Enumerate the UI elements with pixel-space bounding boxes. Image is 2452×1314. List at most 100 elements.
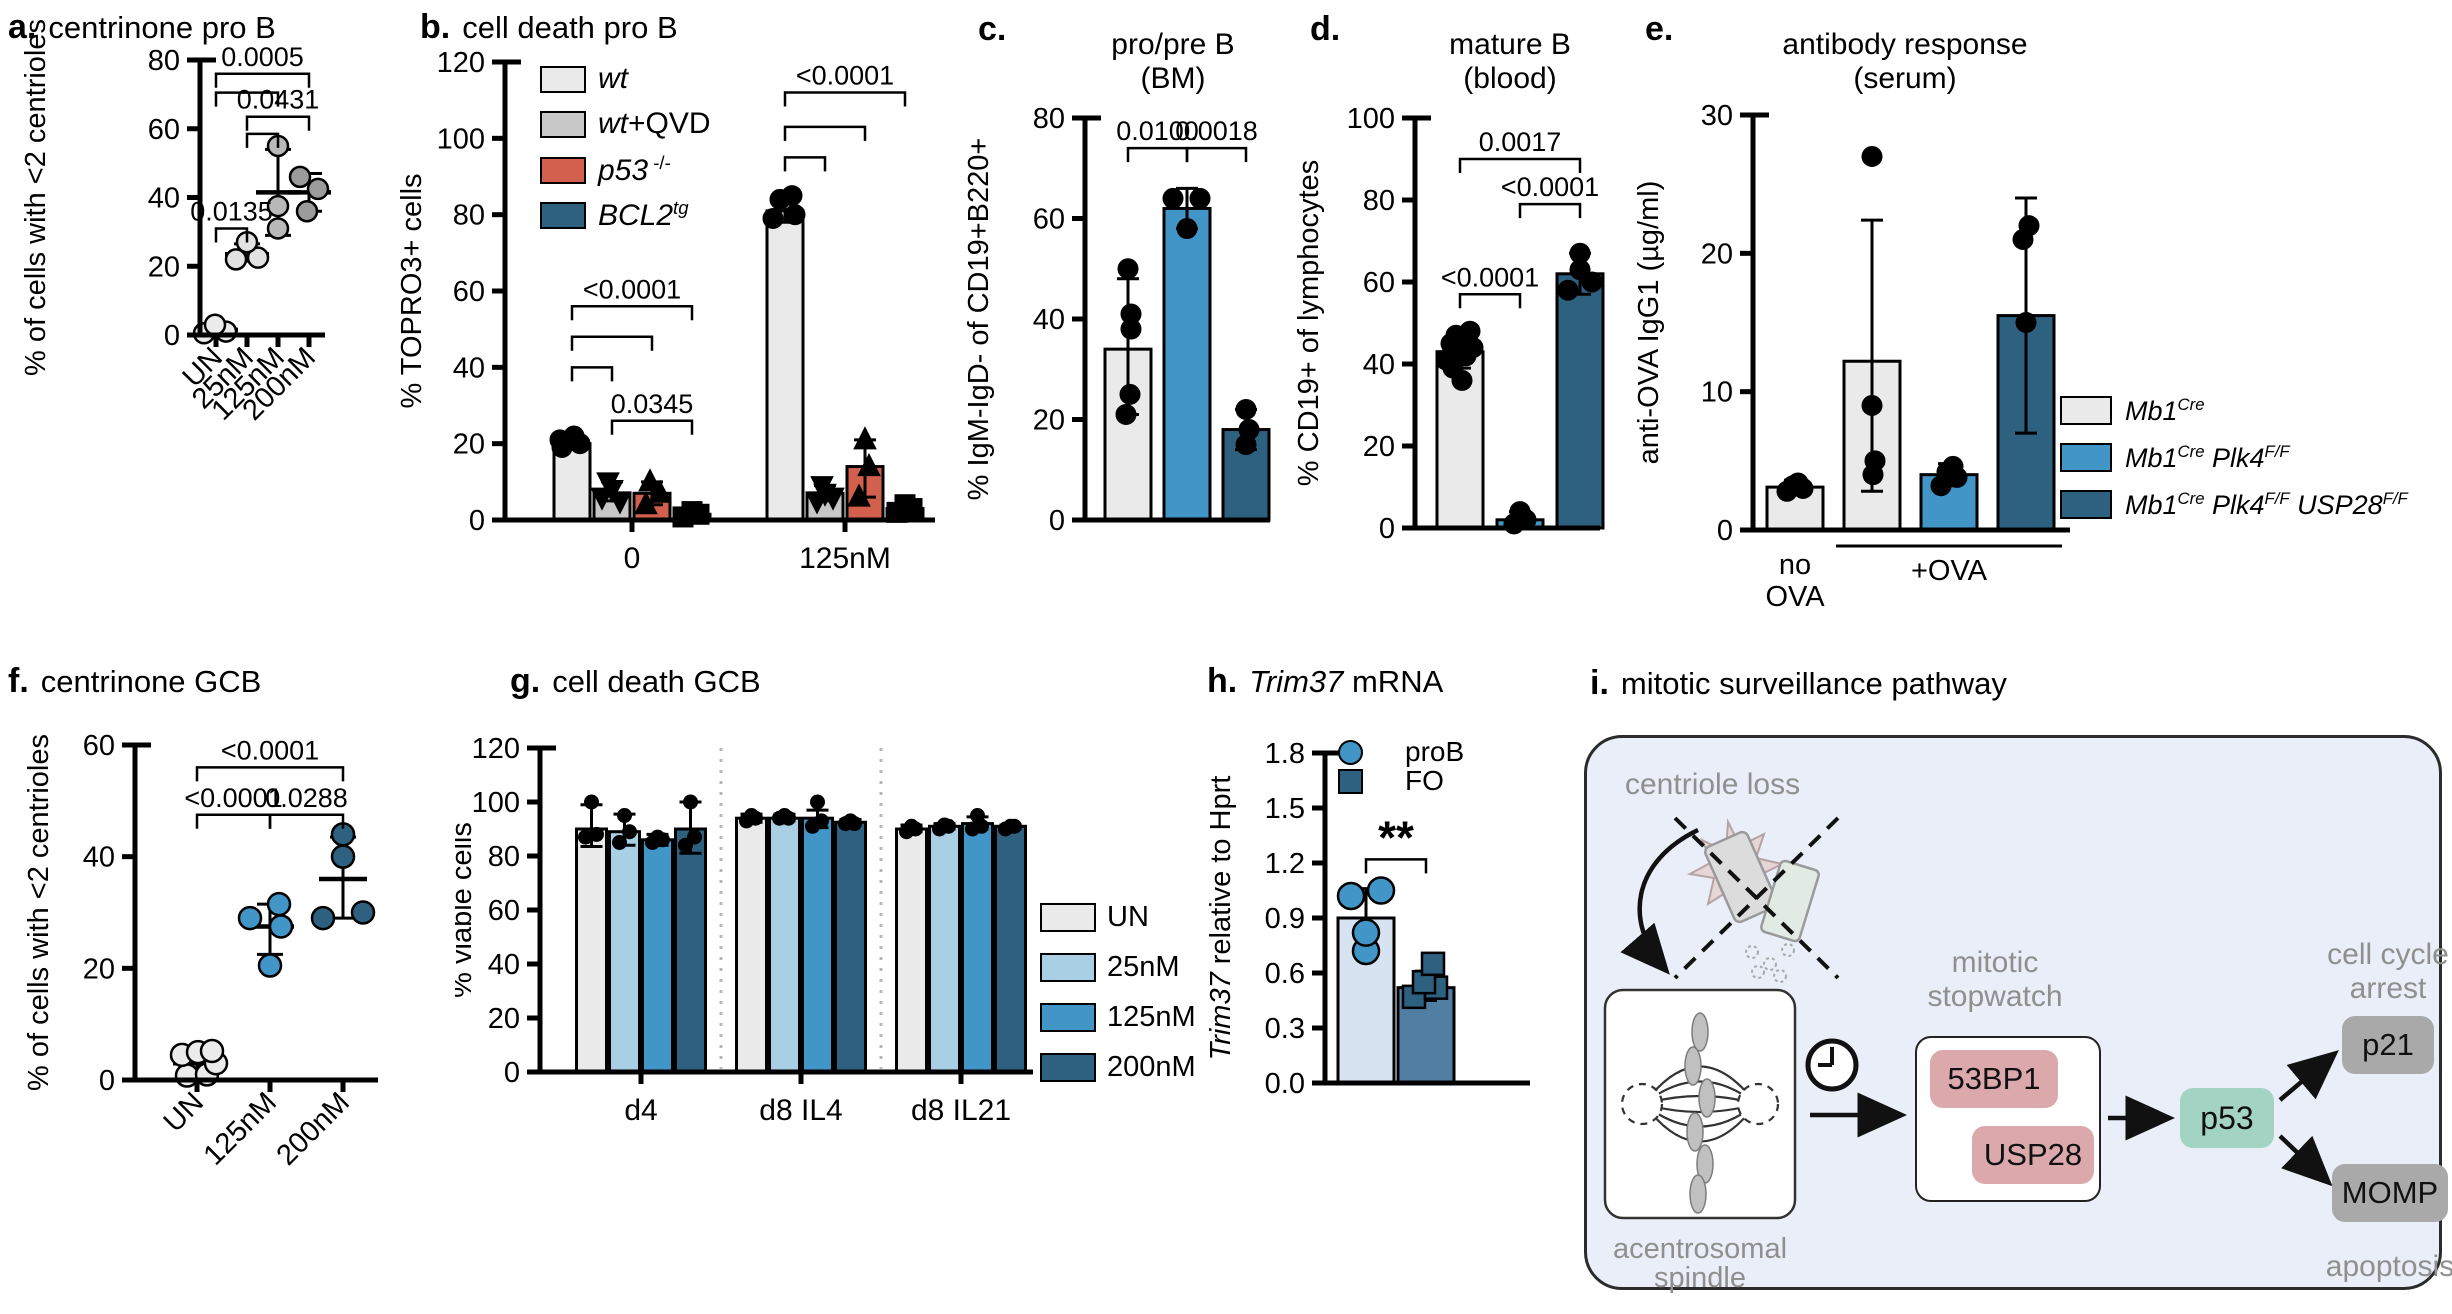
panel-h-header: h. Trim37 mRNA	[1207, 662, 1443, 701]
data-point	[777, 808, 792, 823]
x-group-label: 125nM	[799, 542, 891, 575]
data-point	[563, 425, 585, 447]
bar	[641, 838, 674, 1074]
chart-title: mature B	[1449, 28, 1571, 61]
data-point	[634, 491, 658, 515]
data-point	[266, 217, 290, 240]
legend-item: FO	[1338, 767, 1444, 795]
x-tick-label: UN	[158, 1086, 210, 1138]
panel-a: a. centrinone pro B 0.0005 0.0431 0.0135 0 20…	[0, 0, 335, 650]
legend-item: BCL2tg	[540, 198, 689, 231]
data-point	[784, 204, 806, 226]
panel-a-title: centrinone pro B	[48, 10, 276, 45]
cross-line	[1673, 816, 1840, 980]
significance-label: 0.0018	[1175, 116, 1258, 146]
y-tick-label: 80	[1363, 185, 1395, 217]
panel-h-chart: ** 0.0 0.3 0.6 0.9 1.2 1.5 1.8 Trim37 relative t…	[1200, 650, 1580, 1314]
y-tick-label: 30	[1701, 100, 1733, 132]
panel-e-letter: e.	[1645, 10, 1674, 48]
chart-svg: 0 20 40 60 80 100 120 % viable cells d4 d8 IL4 d8 …	[446, 733, 1033, 1127]
legend-swatch	[1040, 1053, 1096, 1082]
data-point	[904, 818, 919, 834]
data-point	[295, 200, 319, 223]
data-point	[1459, 320, 1481, 342]
legend-label: FO	[1405, 765, 1444, 796]
y-tick-label: 80	[1033, 103, 1065, 135]
y-axis-label: % viable cells	[455, 822, 478, 998]
node-momp: MOMP	[2332, 1164, 2448, 1222]
node-p21: p21	[2342, 1016, 2434, 1074]
data-point	[199, 1038, 225, 1064]
panel-c: c. 0.0100 0.0018 0 20 40 60 80 % IgM-IgD- of CD…	[950, 0, 1280, 650]
legend-item: Mb1Cre Plk4F/F	[2060, 443, 2290, 472]
chart-svg: 0.0005 0.0431 0.0135 0 20 40 60 80 % of cells wi…	[20, 19, 331, 427]
significance-bracket	[570, 366, 614, 382]
debris-icon	[1745, 945, 1759, 959]
y-tick-label: 40	[148, 183, 180, 215]
legend-label: 125nM	[1107, 1001, 1196, 1033]
significance-bracket	[1518, 202, 1582, 219]
significance-bracket	[1364, 858, 1428, 874]
chromosome	[1684, 1046, 1702, 1086]
y-tick-label: 60	[83, 730, 115, 762]
legend-swatch	[540, 110, 586, 138]
data-point	[237, 905, 263, 931]
data-point	[1176, 218, 1198, 240]
data-point	[857, 452, 881, 477]
significance-bracket	[214, 72, 311, 88]
data-point	[894, 494, 916, 516]
data-point	[589, 826, 604, 842]
data-point	[246, 246, 270, 269]
panel-b: b. cell death pro B <0.0001 0.0345 <0.0001 0…	[335, 0, 950, 650]
y-tick-label: 20	[453, 429, 485, 461]
data-point	[810, 794, 825, 810]
y-tick-label: 20	[1701, 238, 1733, 270]
bar	[608, 830, 641, 1074]
y-axis-label: % IgM-IgD- of CD19+B220+	[963, 138, 995, 501]
legend-swatch	[1040, 953, 1096, 982]
data-point	[596, 472, 620, 496]
data-point	[306, 177, 330, 201]
data-point	[1861, 146, 1883, 167]
data-point	[853, 426, 877, 450]
data-point	[310, 905, 336, 931]
legend-swatch	[540, 65, 586, 93]
node-53bp1: 53BP1	[1930, 1050, 2058, 1108]
y-tick-label: 0	[99, 1065, 115, 1097]
legend-label: Mb1Cre Plk4F/F USP28F/F	[2125, 488, 2408, 520]
legend-item: proB	[1338, 738, 1464, 766]
panel-i: i. mitotic surveillance pathway centriole…	[1580, 650, 2452, 1309]
legend-label: wt	[598, 62, 628, 95]
data-point	[1861, 395, 1883, 416]
significance-bracket	[1458, 293, 1522, 309]
significance-bracket	[570, 305, 694, 321]
legend-swatch	[1040, 903, 1096, 932]
y-tick-label: 0.6	[1265, 958, 1305, 990]
y-tick-label: 0	[1049, 505, 1065, 537]
y-tick-label: 1.8	[1265, 738, 1305, 770]
panel-b-letter: b.	[420, 8, 451, 46]
y-axis-label: % of cells with <2 centrioles	[20, 19, 52, 376]
legend-label: 25nM	[1107, 951, 1180, 983]
data-point	[1942, 455, 1964, 477]
data-point	[1569, 242, 1591, 264]
debris-icon	[1773, 969, 1787, 983]
legend-swatch	[2060, 443, 2112, 472]
y-tick-label: 0.9	[1265, 903, 1305, 935]
pathway-graphics	[1603, 816, 2339, 1220]
x-tick-label: 125nM	[198, 1086, 283, 1171]
significance-bracket	[1185, 146, 1248, 163]
panel-c-letter: c.	[978, 10, 1007, 48]
y-axis-label: % TOPRO3+ cells	[396, 173, 428, 408]
y-tick-label: 20	[1363, 431, 1395, 463]
significance-label: 0.0431	[237, 85, 320, 115]
y-tick-label: 0	[164, 320, 180, 352]
panel-d-chart: 0.0017 <0.0001 <0.0001 0 20 40 60 80 100 % CD19+ …	[1280, 0, 1610, 655]
curved-arrow	[1620, 827, 1699, 975]
data-point	[1162, 187, 1184, 209]
panel-i-letter: i.	[1590, 664, 1609, 702]
panel-f-header: f. centrinone GCB	[8, 662, 261, 701]
panel-c-header: c.	[978, 10, 1018, 49]
legend-item: Mb1Cre Plk4F/F USP28F/F	[2060, 490, 2408, 519]
data-point	[650, 829, 665, 845]
